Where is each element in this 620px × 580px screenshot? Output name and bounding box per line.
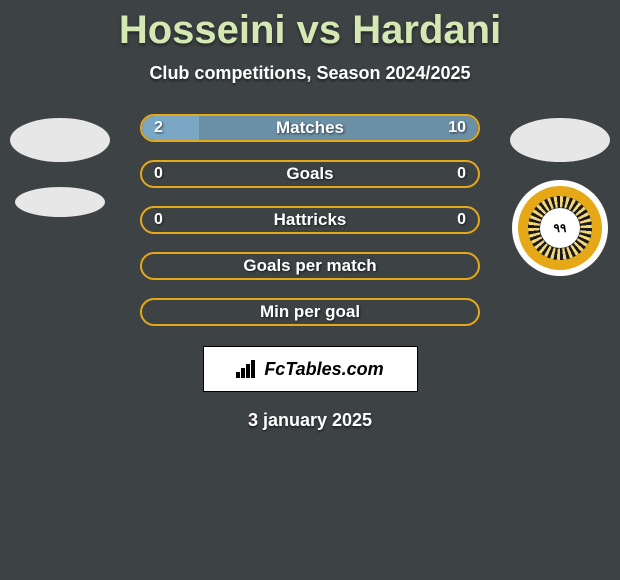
player-right-column: ۹۹ [500, 114, 620, 276]
stat-bar: 210Matches [140, 114, 480, 142]
stat-bar: 00Goals [140, 160, 480, 188]
stat-bar: 00Hattricks [140, 206, 480, 234]
stat-bar-label: Matches [142, 116, 478, 140]
page-title: Hosseini vs Hardani [0, 0, 620, 53]
player-left-club-placeholder [15, 187, 105, 217]
stat-bar-label: Min per goal [142, 300, 478, 324]
stat-bar-label: Goals [142, 162, 478, 186]
player-left-column [0, 114, 120, 217]
stat-bars: 210Matches 00Goals 00Hattricks Goals per ma… [140, 114, 480, 326]
snapshot-date: 3 january 2025 [0, 410, 620, 431]
player-left-avatar [10, 118, 110, 162]
brand-chart-icon [236, 360, 258, 378]
stat-bar: Goals per match [140, 252, 480, 280]
brand-badge: FcTables.com [203, 346, 418, 392]
page-subtitle: Club competitions, Season 2024/2025 [0, 63, 620, 84]
stat-bar-label: Hattricks [142, 208, 478, 232]
stat-bar-label: Goals per match [142, 254, 478, 278]
stat-bar: Min per goal [140, 298, 480, 326]
brand-text: FcTables.com [264, 359, 383, 380]
comparison-content: ۹۹ 210Matches 00Goals 00Hattricks Goals per… [0, 114, 620, 431]
player-right-avatar [510, 118, 610, 162]
player-right-club-badge: ۹۹ [512, 180, 608, 276]
